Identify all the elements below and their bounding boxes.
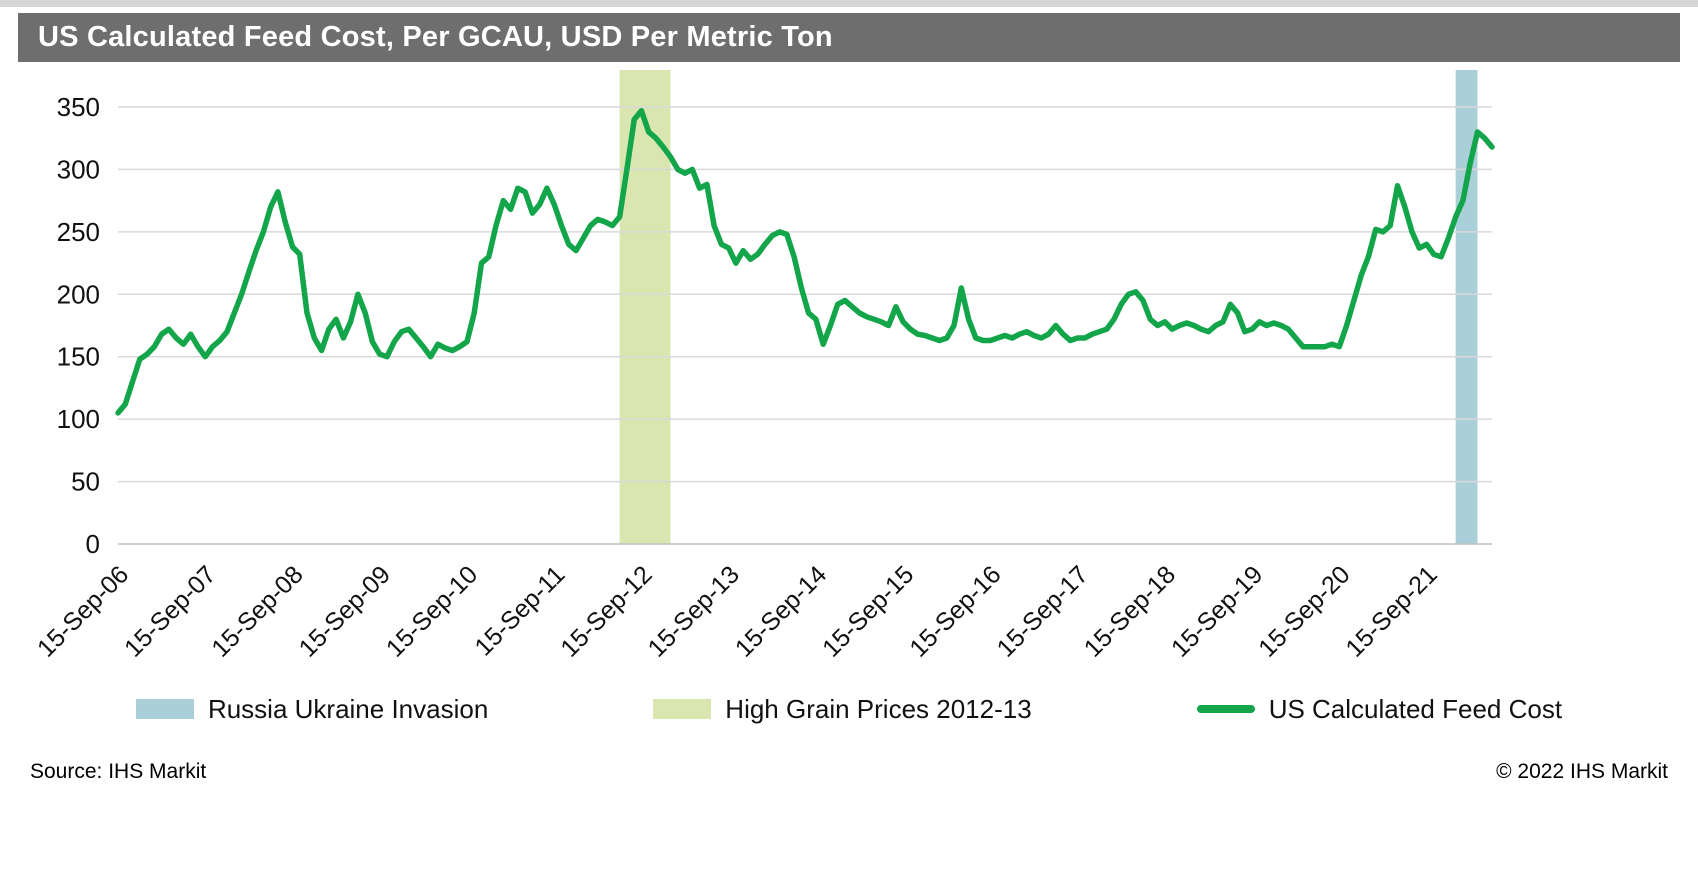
svg-text:15-Sep-13: 15-Sep-13 xyxy=(643,560,745,662)
footer-copyright: © 2022 IHS Markit xyxy=(1496,760,1668,783)
legend-label-us-calculated-feed-cost: US Calculated Feed Cost xyxy=(1268,693,1563,724)
svg-text:15-Sep-21: 15-Sep-21 xyxy=(1340,560,1442,662)
svg-text:50: 50 xyxy=(71,467,100,497)
svg-text:15-Sep-19: 15-Sep-19 xyxy=(1166,560,1268,662)
svg-text:100: 100 xyxy=(57,404,100,434)
svg-text:15-Sep-16: 15-Sep-16 xyxy=(904,560,1006,662)
blue-band-swatch-icon xyxy=(135,699,194,719)
legend-item-russia-ukraine-invasion: Russia Ukraine Invasion xyxy=(135,693,489,725)
svg-text:15-Sep-08: 15-Sep-08 xyxy=(206,560,308,662)
svg-text:300: 300 xyxy=(57,154,100,184)
svg-text:15-Sep-06: 15-Sep-06 xyxy=(32,560,134,662)
chart-title-bar: US Calculated Feed Cost, Per GCAU, USD P… xyxy=(18,13,1680,62)
top-divider xyxy=(0,0,1698,7)
page-title: US Calculated Feed Cost, Per GCAU, USD P… xyxy=(38,21,833,53)
svg-text:15-Sep-20: 15-Sep-20 xyxy=(1253,560,1355,662)
svg-text:15-Sep-07: 15-Sep-07 xyxy=(119,560,221,662)
svg-text:15-Sep-17: 15-Sep-17 xyxy=(992,560,1094,662)
svg-text:15-Sep-12: 15-Sep-12 xyxy=(555,560,657,662)
svg-text:0: 0 xyxy=(86,529,100,559)
legend-item-high-grain-prices: High Grain Prices 2012-13 xyxy=(653,693,1032,725)
chart-area: 0 50 100 150 200 250 300 350 15-Sep-06 15-Sep-07 1… xyxy=(0,62,1698,674)
footer-source: Source: IHS Markit xyxy=(30,760,207,783)
svg-text:15-Sep-18: 15-Sep-18 xyxy=(1079,560,1181,662)
svg-text:15-Sep-10: 15-Sep-10 xyxy=(381,560,483,662)
footer: Source: IHS Markit © 2022 IHS Markit xyxy=(0,734,1698,784)
svg-text:15-Sep-14: 15-Sep-14 xyxy=(730,560,832,662)
feed-cost-chart: 05010015020025030035015-Sep-0615-Sep-071… xyxy=(32,70,1495,663)
svg-text:15-Sep-09: 15-Sep-09 xyxy=(294,560,396,662)
svg-text:15-Sep-11: 15-Sep-11 xyxy=(469,560,570,661)
legend: Russia Ukraine Invasion High Grain Price… xyxy=(0,684,1698,734)
svg-text:15-Sep-15: 15-Sep-15 xyxy=(817,560,919,662)
svg-text:350: 350 xyxy=(57,92,100,122)
svg-text:150: 150 xyxy=(57,342,100,372)
legend-item-us-calculated-feed-cost: US Calculated Feed Cost xyxy=(1196,693,1563,725)
legend-label-high-grain-prices: High Grain Prices 2012-13 xyxy=(725,693,1032,724)
green-band-swatch-icon xyxy=(653,699,712,719)
legend-label-russia-ukraine-invasion: Russia Ukraine Invasion xyxy=(207,693,489,724)
svg-text:200: 200 xyxy=(57,279,100,309)
svg-text:250: 250 xyxy=(57,217,100,247)
green-line-swatch-icon xyxy=(1196,705,1255,713)
